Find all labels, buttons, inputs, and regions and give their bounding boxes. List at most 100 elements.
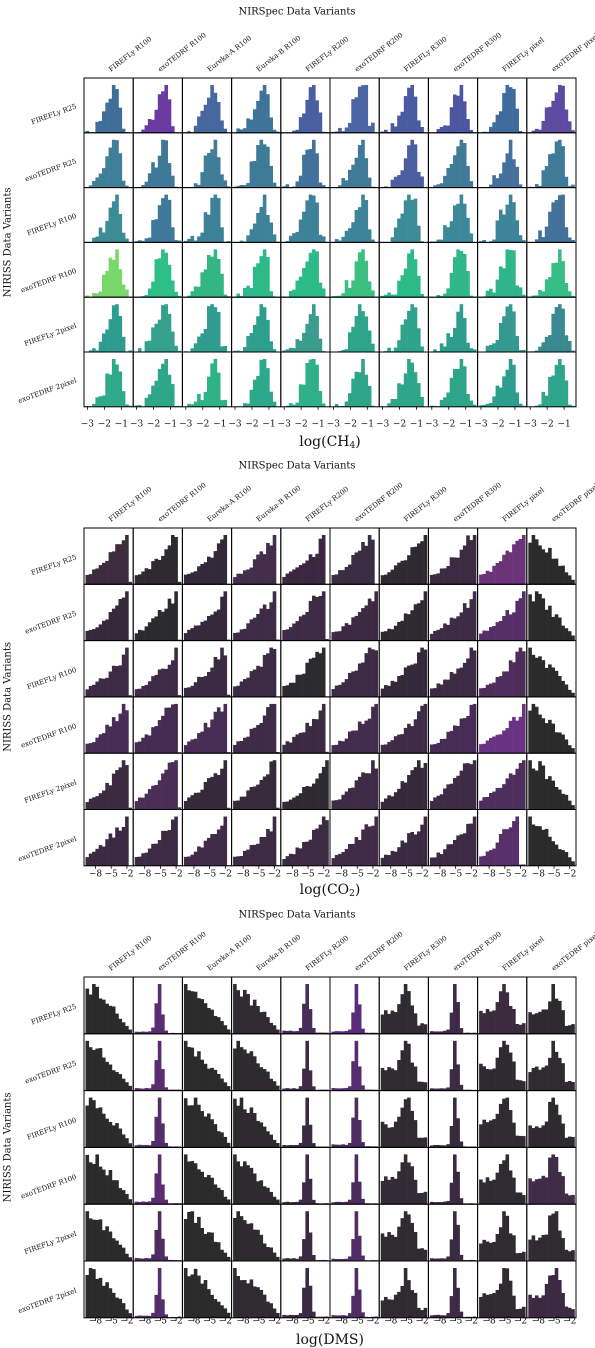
histogram-bar	[541, 237, 546, 243]
histogram-bar	[288, 1030, 293, 1034]
histogram-bar	[384, 1176, 388, 1205]
histogram-bar	[226, 1029, 231, 1034]
histogram-bar	[505, 829, 510, 866]
histogram-cell	[181, 809, 233, 867]
histogram-bar	[243, 287, 247, 298]
histogram-bar	[433, 1145, 437, 1148]
histogram-bar	[453, 557, 457, 585]
row-label: FIREFLy R25	[30, 553, 78, 577]
histogram-bar	[318, 653, 323, 697]
histogram-bar	[420, 705, 424, 754]
histogram-bar	[292, 569, 296, 585]
histogram-bar	[407, 555, 411, 585]
histogram-bar	[367, 1089, 372, 1091]
histogram-bar	[413, 604, 418, 641]
histogram-bar	[397, 562, 401, 585]
histogram-bar	[459, 770, 464, 810]
row-label: FIREFLy R100	[26, 1116, 78, 1141]
histogram-bar	[272, 816, 277, 866]
histogram-bar	[295, 795, 300, 810]
histogram-bar	[276, 1029, 280, 1034]
histogram-cell	[427, 1033, 479, 1092]
histogram-bar	[554, 1051, 559, 1091]
histogram-bar	[164, 84, 168, 133]
histogram-bar	[312, 1143, 316, 1148]
histogram-bar	[534, 539, 539, 585]
histogram-bar	[538, 346, 542, 352]
histogram-cell	[526, 1033, 577, 1092]
histogram-cell	[329, 296, 380, 353]
histogram-bar	[380, 857, 385, 866]
histogram-bar	[531, 535, 536, 585]
histogram-bar	[164, 304, 168, 352]
x-tick-label: −1	[213, 420, 226, 430]
histogram-bar	[121, 703, 126, 754]
histogram-bar	[338, 1144, 342, 1148]
histogram-bar	[544, 107, 549, 133]
histogram-bar	[364, 605, 369, 641]
histogram-bar	[92, 292, 96, 298]
histogram-bar	[315, 1032, 319, 1034]
histogram-bar	[318, 538, 323, 585]
histogram-bar	[315, 778, 319, 810]
histogram-bar	[285, 241, 290, 243]
histogram-bar	[183, 1098, 188, 1148]
histogram-bar	[164, 608, 168, 641]
histogram-bar	[151, 843, 155, 866]
histogram-bar	[226, 1086, 231, 1091]
histogram-bar	[393, 1178, 398, 1205]
histogram-bar	[456, 203, 460, 243]
histogram-bar	[505, 992, 510, 1034]
histogram-bar	[505, 1215, 510, 1261]
histogram-bar	[282, 859, 286, 866]
histogram-bar	[551, 263, 555, 298]
histogram-bar	[157, 840, 162, 866]
histogram-bar	[200, 1227, 204, 1261]
histogram-bar	[544, 1177, 549, 1205]
histogram-bar	[453, 1154, 457, 1205]
x-tick-label: −8	[89, 870, 103, 880]
histogram-bar	[315, 828, 319, 866]
histogram-cell	[329, 696, 380, 754]
histogram-bar	[567, 631, 572, 641]
histogram-bar	[564, 335, 569, 352]
histogram-bar	[256, 784, 260, 810]
histogram-cell	[526, 1203, 577, 1262]
histogram-bar	[508, 1233, 513, 1261]
histogram-bar	[144, 294, 149, 298]
histogram-bar	[462, 143, 467, 188]
x-axis-label-text: log(CO	[300, 882, 350, 898]
histogram-bar	[243, 1109, 247, 1148]
histogram-bar	[561, 1238, 565, 1261]
histogram-bar	[393, 792, 398, 810]
histogram-bar	[354, 261, 359, 298]
histogram-bar	[200, 400, 204, 407]
histogram-bar	[207, 727, 211, 754]
histogram-bar	[276, 1085, 280, 1091]
histogram-bar	[449, 1296, 454, 1318]
histogram-bar	[420, 1081, 424, 1091]
column-label: FIREFLy R100	[107, 485, 153, 523]
histogram-bar	[364, 316, 369, 352]
histogram-bar	[161, 668, 165, 697]
column-label: exoTEDRF R200	[353, 31, 404, 73]
histogram-bar	[161, 305, 165, 352]
histogram-bar	[485, 570, 490, 585]
histogram-bar	[515, 651, 519, 697]
histogram-bar	[134, 1088, 139, 1091]
histogram-bar	[446, 1256, 450, 1261]
histogram-bar	[154, 1003, 159, 1034]
histogram-bar	[387, 292, 391, 298]
histogram-cell	[181, 752, 233, 811]
histogram-bar	[380, 1233, 385, 1261]
histogram-bar	[407, 614, 411, 641]
histogram-bar	[334, 800, 339, 810]
histogram-bar	[397, 1116, 401, 1148]
histogram-cell	[280, 976, 331, 1035]
histogram-bar	[420, 541, 424, 585]
histogram-bar	[502, 984, 506, 1034]
histogram-bar	[371, 601, 375, 641]
histogram-bar	[298, 1027, 303, 1034]
histogram-bar	[534, 657, 539, 697]
histogram-bar	[534, 239, 539, 243]
